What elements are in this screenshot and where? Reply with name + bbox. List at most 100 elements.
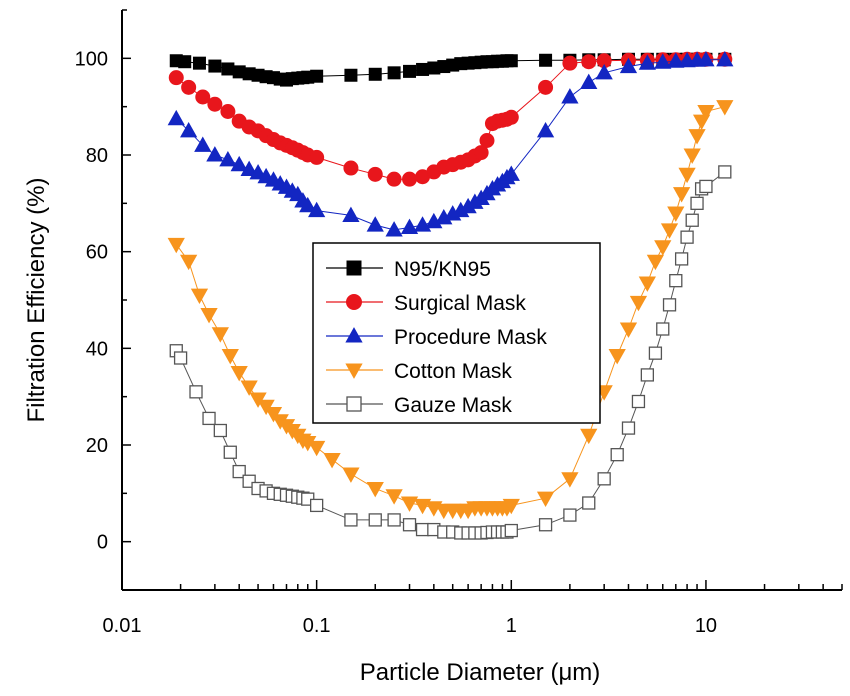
data-point — [194, 136, 212, 152]
data-point — [504, 54, 518, 68]
data-point — [181, 79, 197, 95]
data-point — [167, 109, 185, 126]
data-point — [368, 67, 382, 81]
data-point — [308, 440, 326, 457]
data-point — [367, 166, 383, 182]
axis-labels: Particle Diameter (μm) Filtration Effici… — [23, 178, 600, 686]
data-point — [716, 50, 734, 67]
data-point — [648, 346, 663, 360]
data-point — [479, 133, 495, 148]
data-point — [685, 213, 699, 227]
data-point — [680, 230, 694, 244]
data-point — [538, 518, 553, 532]
legend-entry: Surgical Mask — [326, 292, 526, 315]
x-tick-label: 1 — [506, 615, 517, 637]
data-point — [669, 274, 683, 288]
data-point — [167, 237, 185, 254]
data-point — [629, 295, 648, 312]
data-point — [536, 121, 555, 138]
legend: N95/KN95 Surgical Mask Procedure Mask Cotto… — [312, 242, 601, 424]
data-point — [690, 196, 704, 210]
data-point — [563, 508, 577, 522]
data-point — [211, 327, 229, 343]
y-tick-label: 100 — [75, 48, 108, 70]
data-point — [672, 187, 691, 203]
data-point — [221, 349, 239, 365]
data-point — [230, 365, 248, 382]
data-point — [502, 165, 520, 181]
data-point — [387, 66, 401, 80]
data-point — [344, 513, 358, 527]
data-point — [192, 56, 206, 70]
data-point — [178, 55, 192, 69]
data-point — [581, 54, 597, 70]
data-point — [580, 428, 598, 445]
data-point — [309, 149, 325, 165]
data-point — [180, 254, 198, 271]
data-point — [561, 88, 579, 104]
data-point — [561, 472, 579, 488]
data-point — [310, 69, 324, 83]
data-point — [619, 57, 638, 74]
legend-label: Cotton Mask — [394, 360, 512, 383]
data-point — [173, 351, 188, 365]
data-point — [619, 322, 638, 338]
series-line — [175, 59, 725, 231]
series-3 — [167, 100, 734, 520]
data-point — [415, 522, 430, 537]
legend-marker — [346, 294, 362, 310]
data-point — [168, 70, 184, 86]
legend-entry: Cotton Mask — [326, 360, 512, 383]
data-point — [323, 452, 341, 469]
data-point — [688, 129, 706, 145]
data-point — [502, 498, 520, 515]
data-point — [699, 179, 713, 194]
data-point — [538, 79, 554, 95]
data-point — [366, 216, 384, 232]
data-point — [368, 513, 382, 527]
data-point — [580, 73, 598, 90]
data-point — [195, 89, 211, 105]
legend-marker — [346, 396, 362, 412]
x-tick-label: 0.01 — [103, 615, 142, 637]
data-point — [416, 62, 430, 76]
legend-label: Gauze Mask — [394, 394, 512, 417]
data-point — [366, 481, 384, 498]
data-point — [610, 448, 624, 462]
data-point — [667, 52, 685, 68]
legend-entry: N95/KN95 — [326, 258, 491, 281]
data-point — [400, 218, 419, 235]
data-point — [683, 148, 701, 164]
data-point — [308, 201, 326, 218]
data-point — [536, 491, 555, 508]
legend-label: Surgical Mask — [394, 292, 526, 315]
data-point — [638, 54, 656, 70]
series-2 — [167, 50, 734, 237]
data-point — [240, 380, 258, 396]
x-tick-label: 0.1 — [303, 615, 331, 637]
data-point — [473, 145, 489, 161]
legend-marker — [345, 363, 363, 379]
data-point — [504, 523, 518, 538]
data-point — [190, 288, 209, 305]
data-point — [654, 53, 672, 69]
data-point — [230, 155, 248, 172]
data-point — [223, 445, 237, 459]
data-point — [718, 165, 732, 179]
legend-entry: Procedure Mask — [326, 326, 547, 349]
y-tick-label: 60 — [86, 242, 108, 264]
data-point — [656, 322, 670, 336]
data-point — [200, 307, 218, 324]
data-point — [402, 518, 417, 532]
data-point — [343, 160, 359, 176]
data-point — [213, 423, 227, 438]
data-point — [221, 62, 235, 76]
data-point — [582, 496, 596, 510]
data-point — [678, 167, 696, 184]
data-point — [180, 121, 198, 138]
data-point — [638, 276, 656, 292]
data-point — [402, 171, 418, 187]
series-4 — [169, 165, 732, 540]
data-point — [597, 472, 611, 486]
